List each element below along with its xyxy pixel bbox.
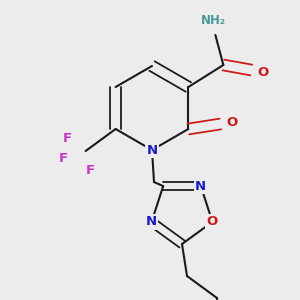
Text: N: N [146, 215, 157, 228]
Text: F: F [86, 164, 95, 178]
Text: F: F [63, 133, 72, 146]
Text: NH₂: NH₂ [201, 14, 226, 28]
Text: N: N [195, 180, 206, 193]
Text: O: O [258, 65, 269, 79]
Text: N: N [146, 143, 158, 157]
Text: O: O [227, 116, 238, 128]
Text: O: O [207, 215, 218, 228]
Text: F: F [59, 152, 68, 166]
